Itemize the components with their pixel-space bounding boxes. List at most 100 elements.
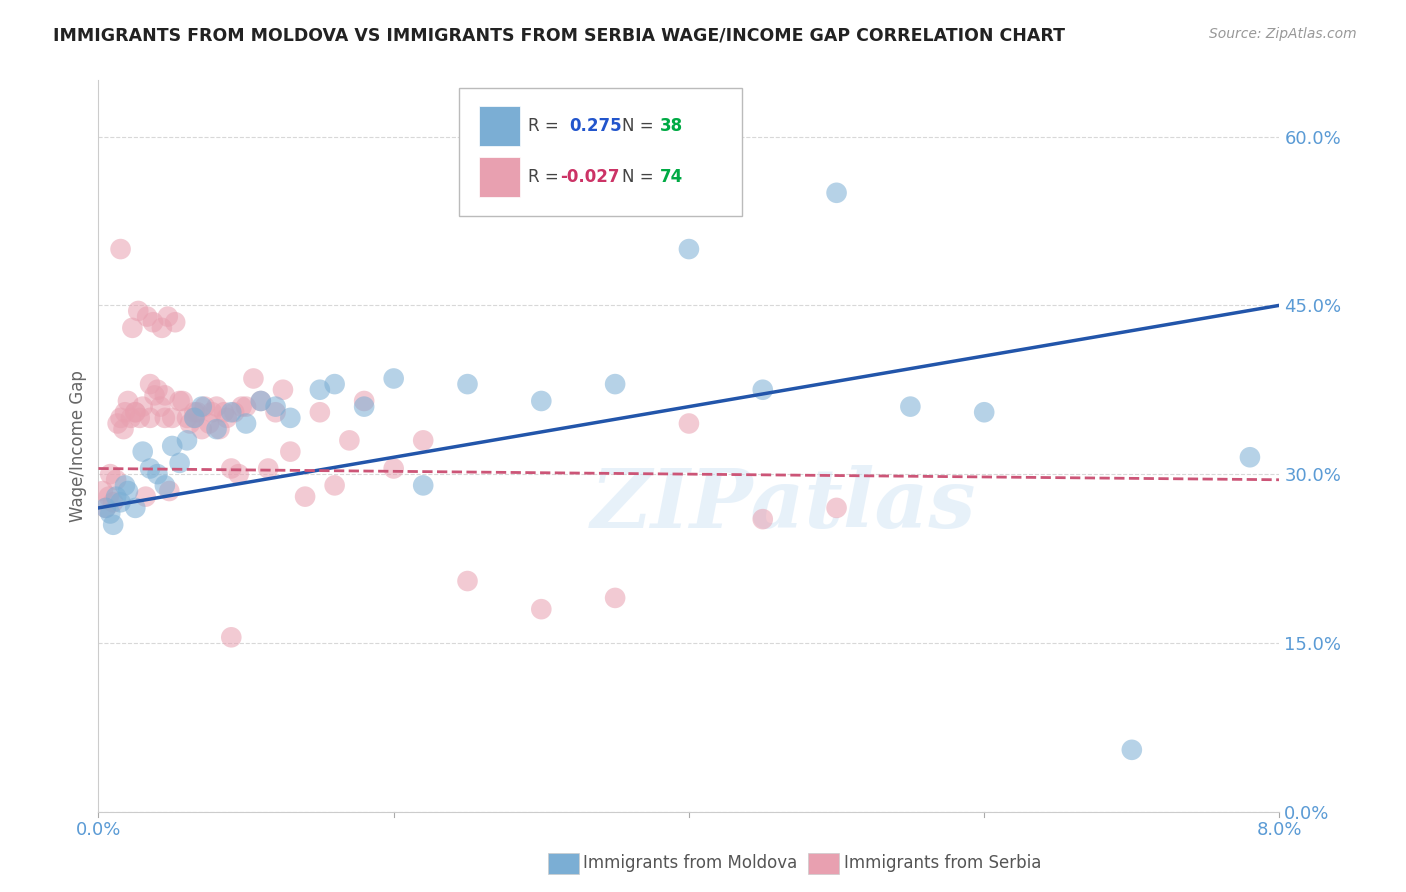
Point	[215, 410, 238, 425]
Point	[235, 417, 257, 431]
Text: Immigrants from Moldova: Immigrants from Moldova	[583, 855, 797, 872]
Point	[323, 377, 346, 392]
Point	[242, 371, 264, 385]
Point	[110, 242, 132, 256]
Point	[124, 405, 146, 419]
Point	[103, 517, 125, 532]
Text: R =: R =	[529, 168, 564, 186]
Point	[212, 405, 235, 419]
Text: 38: 38	[659, 117, 682, 135]
Point	[169, 394, 191, 409]
Y-axis label: Wage/Income Gap: Wage/Income Gap	[69, 370, 87, 522]
Point	[228, 467, 250, 482]
Point	[117, 394, 139, 409]
Point	[110, 410, 132, 425]
FancyBboxPatch shape	[458, 87, 742, 216]
Point	[153, 410, 176, 425]
Point	[153, 478, 176, 492]
Point	[162, 439, 183, 453]
Point	[127, 304, 149, 318]
Point	[339, 434, 361, 448]
Point	[169, 456, 191, 470]
Point	[457, 377, 479, 392]
Point	[132, 400, 155, 414]
Point	[323, 478, 346, 492]
Point	[191, 400, 214, 414]
Point	[235, 400, 257, 414]
FancyBboxPatch shape	[478, 157, 520, 197]
Text: 74: 74	[659, 168, 683, 186]
Point	[194, 400, 217, 414]
Point	[1239, 450, 1261, 465]
Point	[208, 422, 231, 436]
Point	[825, 500, 848, 515]
Point	[117, 483, 139, 498]
Point	[146, 383, 169, 397]
Point	[191, 422, 214, 436]
Point	[221, 405, 243, 419]
Point	[412, 434, 434, 448]
Point	[139, 410, 162, 425]
Point	[110, 495, 132, 509]
Point	[231, 400, 253, 414]
Point	[143, 388, 166, 402]
Point	[224, 405, 246, 419]
Point	[201, 405, 224, 419]
Text: R =: R =	[529, 117, 564, 135]
Point	[264, 400, 287, 414]
Text: IMMIGRANTS FROM MOLDOVA VS IMMIGRANTS FROM SERBIA WAGE/INCOME GAP CORRELATION CH: IMMIGRANTS FROM MOLDOVA VS IMMIGRANTS FR…	[53, 27, 1066, 45]
Point	[153, 388, 176, 402]
Point	[183, 410, 205, 425]
Point	[382, 371, 405, 385]
Point	[132, 444, 155, 458]
Point	[172, 394, 194, 409]
Text: Source: ZipAtlas.com: Source: ZipAtlas.com	[1209, 27, 1357, 41]
Point	[162, 410, 183, 425]
Point	[142, 315, 165, 329]
Point	[105, 473, 128, 487]
Point	[98, 467, 121, 482]
Text: N =: N =	[621, 168, 658, 186]
Text: ZIPatlas: ZIPatlas	[591, 465, 976, 544]
Point	[121, 321, 143, 335]
Point	[97, 490, 120, 504]
Point	[149, 400, 172, 414]
Point	[280, 444, 302, 458]
Text: N =: N =	[621, 117, 658, 135]
Point	[179, 417, 201, 431]
Point	[176, 410, 198, 425]
Point	[186, 405, 208, 419]
Point	[150, 321, 173, 335]
Point	[678, 242, 700, 256]
Point	[128, 410, 150, 425]
Point	[205, 400, 228, 414]
Point	[107, 417, 129, 431]
Point	[205, 422, 228, 436]
Point	[530, 394, 553, 409]
Point	[457, 574, 479, 588]
FancyBboxPatch shape	[478, 106, 520, 146]
Point	[183, 405, 205, 419]
Point	[103, 495, 125, 509]
Point	[678, 417, 700, 431]
Point	[146, 467, 169, 482]
Point	[250, 394, 273, 409]
Point	[257, 461, 280, 475]
Point	[752, 512, 775, 526]
Point	[250, 394, 273, 409]
Point	[124, 405, 146, 419]
Point	[752, 383, 775, 397]
Point	[94, 500, 117, 515]
Point	[139, 377, 162, 392]
Point	[309, 383, 332, 397]
Point	[114, 405, 136, 419]
Point	[135, 490, 157, 504]
Point	[294, 490, 316, 504]
Point	[157, 483, 180, 498]
Point	[353, 394, 375, 409]
Point	[183, 410, 205, 425]
Point	[309, 405, 332, 419]
Point	[221, 461, 243, 475]
Point	[900, 400, 922, 414]
Point	[94, 500, 117, 515]
